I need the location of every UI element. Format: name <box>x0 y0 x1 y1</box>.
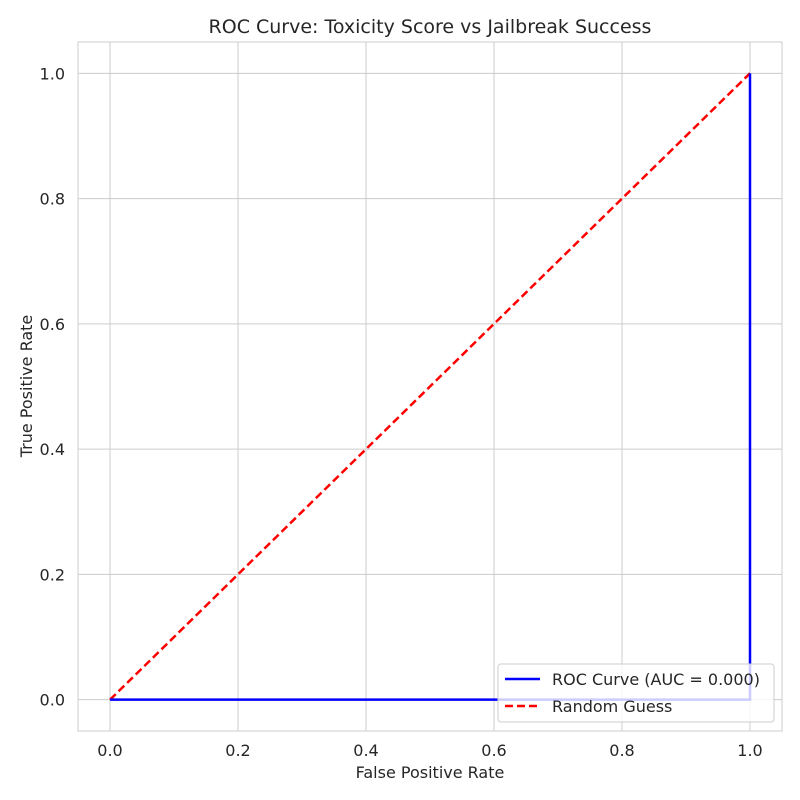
chart-title: ROC Curve: Toxicity Score vs Jailbreak S… <box>209 16 652 38</box>
y-tick-label: 1.0 <box>40 64 65 83</box>
x-tick-label: 0.8 <box>609 741 634 760</box>
legend-roc-label: ROC Curve (AUC = 0.000) <box>552 670 760 689</box>
y-tick-label: 0.2 <box>40 565 65 584</box>
random-guess-line <box>109 72 751 701</box>
plot-frame <box>77 41 783 732</box>
y-tick-label: 0.0 <box>40 691 65 710</box>
x-tick-label: 0.2 <box>225 741 250 760</box>
x-tick-label: 1.0 <box>737 741 762 760</box>
x-tick-label: 0.4 <box>353 741 378 760</box>
y-tick-label: 0.6 <box>40 315 65 334</box>
y-tick-labels: 0.0 0.2 0.4 0.6 0.8 1.0 <box>40 64 65 709</box>
grid-lines <box>78 42 782 731</box>
x-tick-label: 0.0 <box>97 741 122 760</box>
y-tick-label: 0.4 <box>40 440 65 459</box>
legend-box <box>497 663 775 723</box>
x-tick-labels: 0.0 0.2 0.4 0.6 0.8 1.0 <box>97 741 762 760</box>
legend-random-label: Random Guess <box>552 697 672 716</box>
y-axis-label: True Positive Rate <box>17 315 36 459</box>
x-tick-label: 0.6 <box>481 741 506 760</box>
y-tick-label: 0.8 <box>40 190 65 209</box>
x-axis-label: False Positive Rate <box>356 763 505 782</box>
legend: ROC Curve (AUC = 0.000) Random Guess <box>497 663 775 723</box>
